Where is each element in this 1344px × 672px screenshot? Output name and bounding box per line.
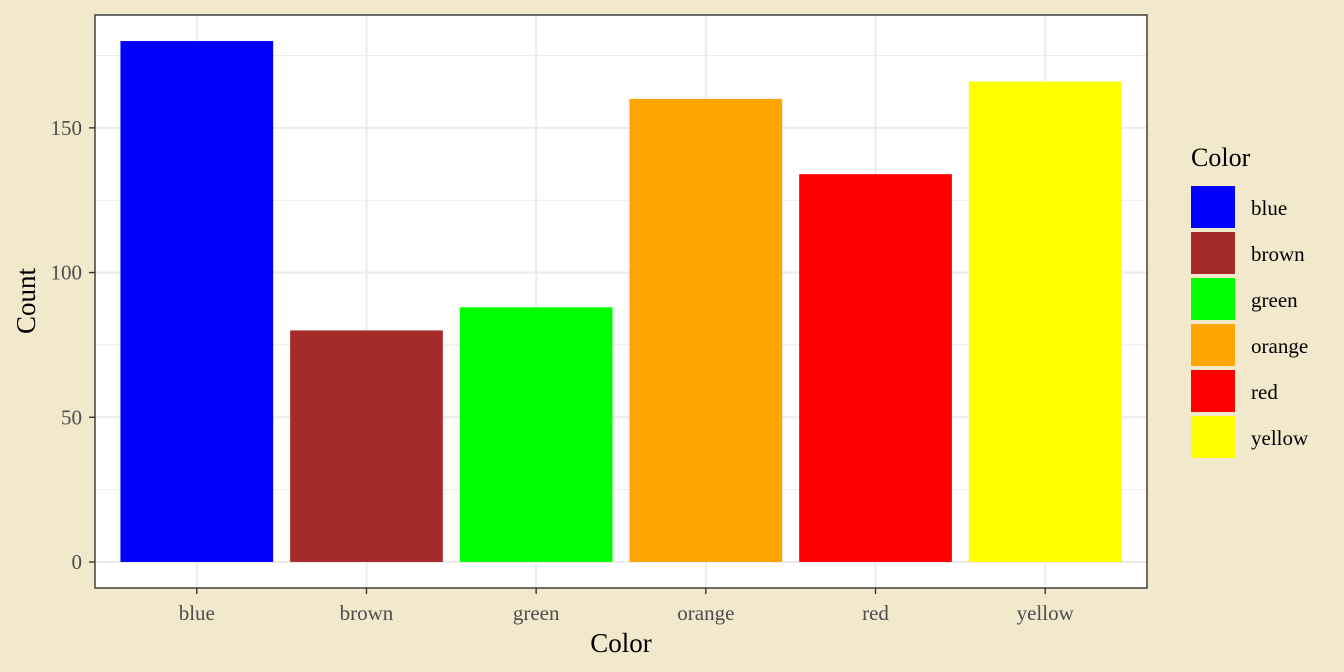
bar-green bbox=[459, 307, 613, 562]
y-axis: 0 50 100 150 bbox=[51, 116, 95, 574]
y-axis-title: Count bbox=[11, 267, 41, 334]
x-tick-label: red bbox=[862, 601, 889, 625]
legend-label: green bbox=[1251, 288, 1298, 312]
y-tick-label: 100 bbox=[51, 261, 83, 285]
x-tick-label: yellow bbox=[1017, 601, 1075, 625]
bar-brown bbox=[290, 330, 443, 562]
legend-label: red bbox=[1251, 380, 1278, 404]
bars bbox=[120, 41, 1122, 562]
y-tick-label: 50 bbox=[61, 405, 82, 429]
legend-key-red bbox=[1191, 370, 1235, 412]
x-tick-label: blue bbox=[179, 601, 215, 625]
legend-key-blue bbox=[1191, 186, 1235, 228]
x-tick-label: green bbox=[513, 601, 560, 625]
legend-label: orange bbox=[1251, 334, 1308, 358]
bar-yellow bbox=[968, 81, 1122, 562]
x-axis-title: Color bbox=[590, 628, 652, 658]
y-tick-label: 0 bbox=[72, 550, 83, 574]
legend-key-brown bbox=[1191, 232, 1235, 274]
x-tick-label: brown bbox=[340, 601, 394, 625]
legend-label: blue bbox=[1251, 196, 1287, 220]
legend-key-yellow bbox=[1191, 416, 1235, 458]
bar-orange bbox=[629, 98, 783, 562]
x-tick-label: orange bbox=[677, 601, 734, 625]
bar-blue bbox=[120, 41, 274, 562]
bar-red bbox=[799, 174, 952, 562]
legend-title: Color bbox=[1191, 143, 1251, 172]
legend-key-orange bbox=[1191, 324, 1235, 366]
panel-border bbox=[94, 14, 1148, 589]
legend: Color blue brown green orange red yellow bbox=[1191, 143, 1309, 458]
legend-label: yellow bbox=[1251, 426, 1309, 450]
x-axis: blue brown green orange red yellow bbox=[179, 588, 1075, 625]
y-tick-label: 150 bbox=[51, 116, 83, 140]
legend-label: brown bbox=[1251, 242, 1305, 266]
legend-key-green bbox=[1191, 278, 1235, 320]
